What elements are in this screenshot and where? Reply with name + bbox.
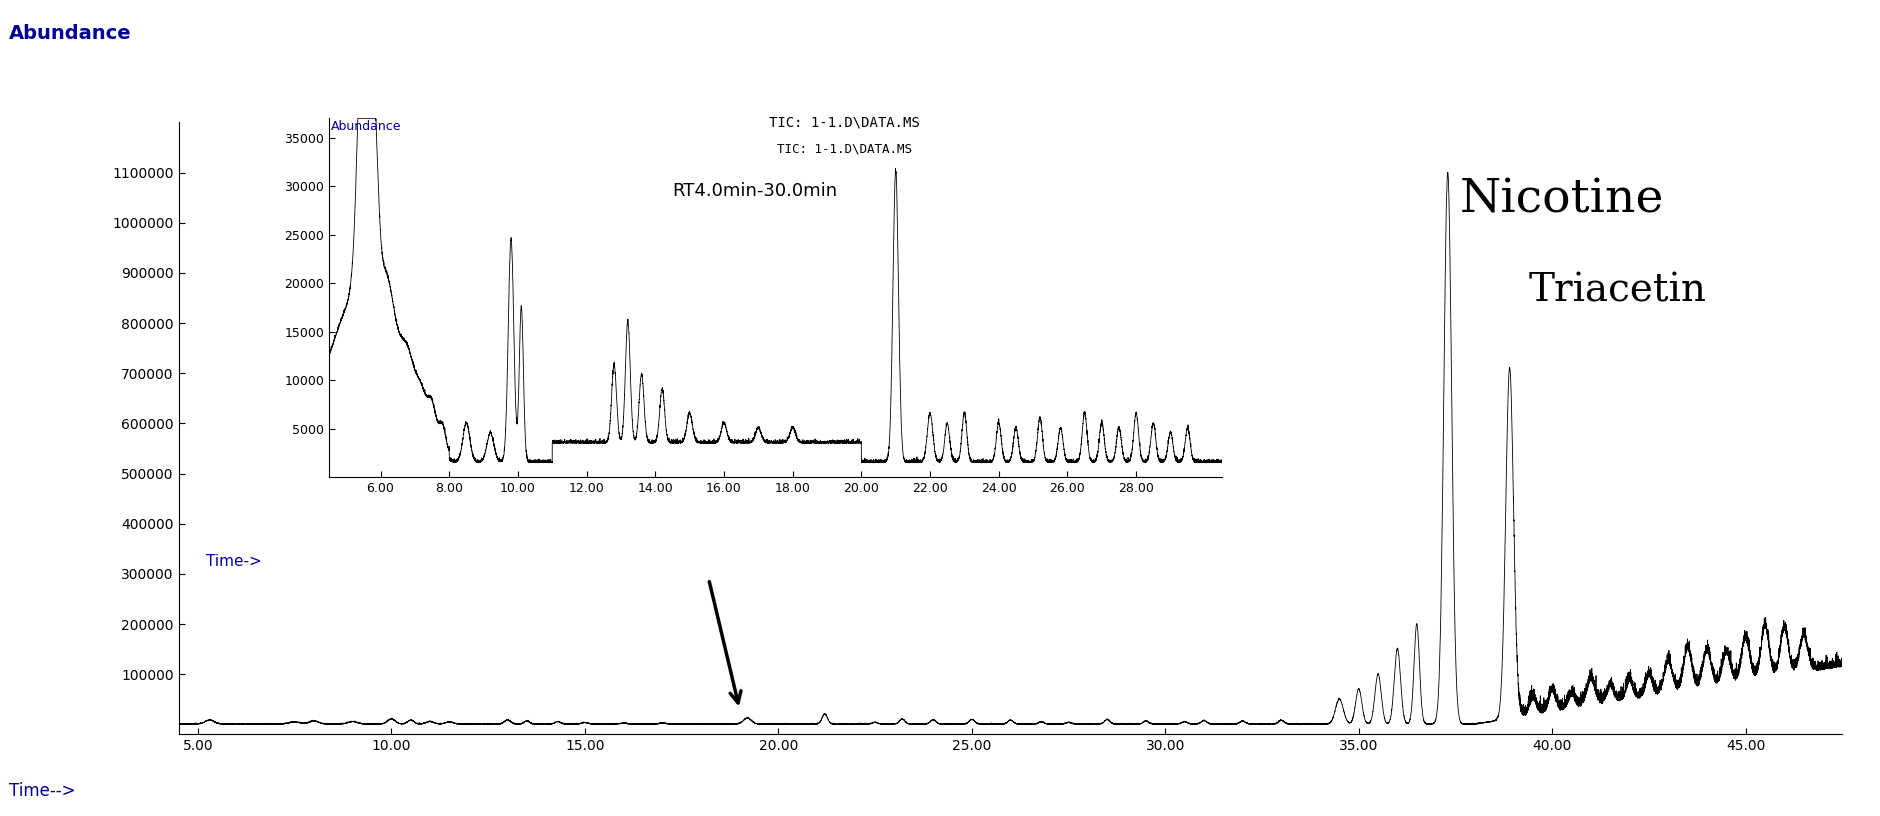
Text: Triacetin: Triacetin	[1528, 273, 1707, 310]
Text: Nicotine: Nicotine	[1459, 178, 1664, 223]
Text: Abundance: Abundance	[9, 24, 132, 43]
Text: Time-->: Time-->	[9, 782, 75, 800]
Text: TIC: 1-1.D\DATA.MS: TIC: 1-1.D\DATA.MS	[852, 201, 1015, 215]
Text: TIC: 1-1.D\DATA.MS: TIC: 1-1.D\DATA.MS	[842, 153, 1023, 171]
Text: RT4.0min-30.0min: RT4.0min-30.0min	[673, 182, 838, 200]
Text: TIC: 1-1.D\DATA.MS: TIC: 1-1.D\DATA.MS	[769, 115, 919, 129]
Text: TIC: 1-1.D\DATA.MS: TIC: 1-1.D\DATA.MS	[776, 142, 912, 155]
Text: Abundance: Abundance	[331, 120, 400, 133]
Text: Time->: Time->	[205, 554, 261, 570]
